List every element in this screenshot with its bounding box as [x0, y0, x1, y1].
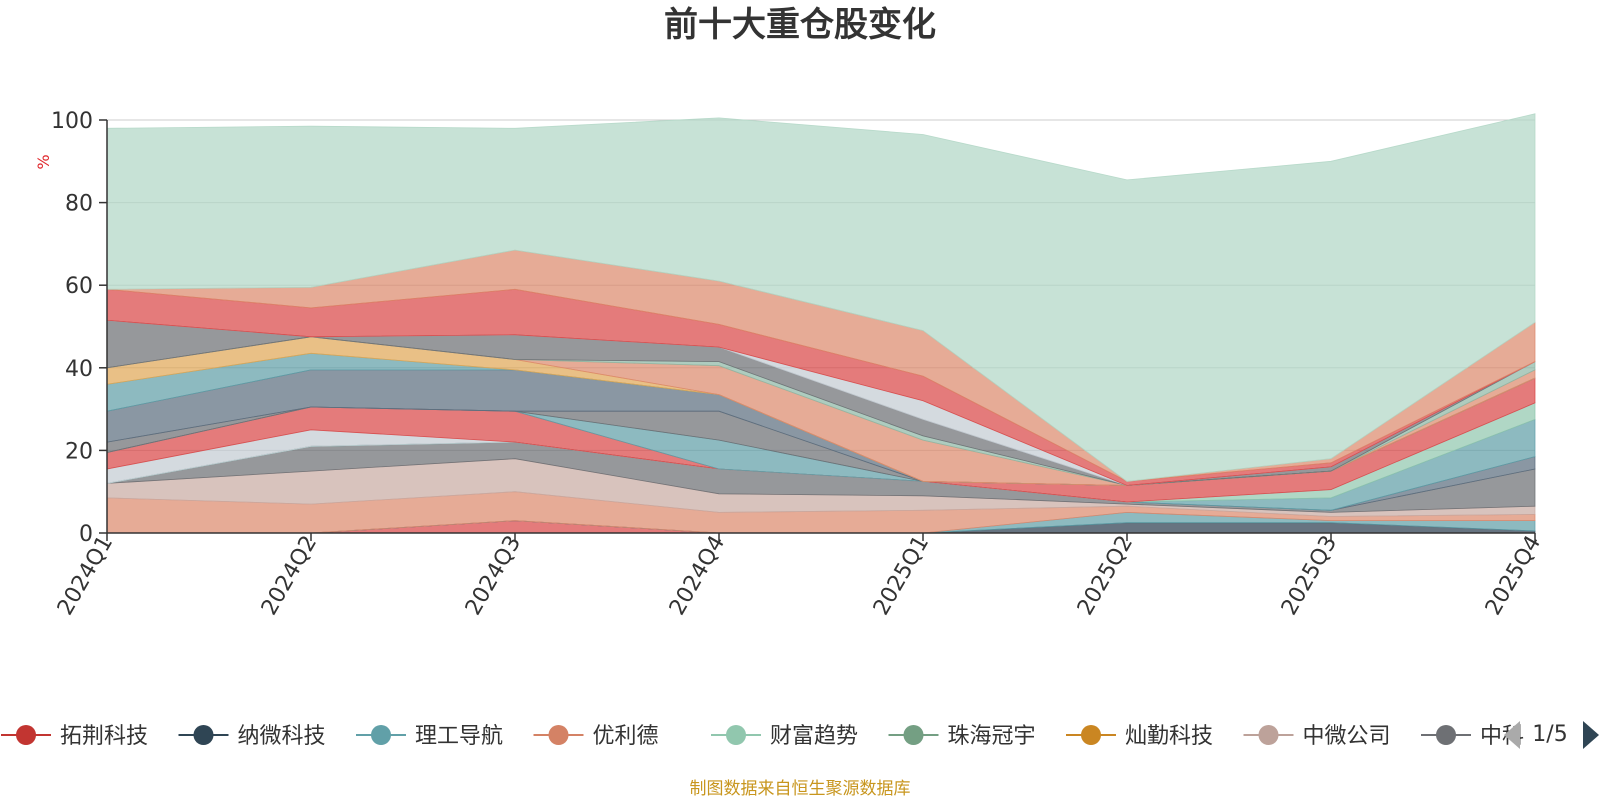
legend-item-3[interactable]: 优利德 — [533, 724, 659, 749]
legend-marker-5 — [903, 725, 924, 745]
x-tick-label-7: 2025Q4 — [1481, 532, 1546, 620]
legend-label-0: 拓荆科技 — [60, 724, 148, 749]
legend-item-2[interactable]: 理工导航 — [356, 724, 503, 749]
y-tick-label-3: 60 — [65, 274, 93, 299]
legend-marker-7 — [1258, 725, 1279, 745]
legend-item-6[interactable]: 灿勤科技 — [1066, 724, 1213, 749]
legend-marker-8 — [1436, 725, 1456, 745]
legend-marker-6 — [1081, 725, 1101, 745]
legend-item-5[interactable]: 珠海冠宇 — [888, 724, 1036, 749]
legend-marker-3 — [548, 725, 569, 745]
legend-item-1[interactable]: 纳微科技 — [178, 724, 326, 749]
legend-marker-2 — [371, 725, 391, 745]
y-tick-label-0: 0 — [79, 522, 93, 547]
area-layer-22 — [106, 113, 1536, 482]
legend-marker-0 — [16, 725, 36, 745]
legend-item-7[interactable]: 中微公司 — [1243, 724, 1391, 749]
x-tick-label-2: 2024Q3 — [461, 532, 526, 620]
legend-marker-4 — [726, 725, 746, 745]
legend-prev-icon[interactable] — [1504, 721, 1520, 749]
legend-item-4[interactable]: 财富趋势 — [711, 724, 858, 749]
legend-item-0[interactable]: 拓荆科技 — [1, 724, 148, 749]
legend-label-6: 灿勤科技 — [1125, 724, 1213, 749]
legend-label-1: 纳微科技 — [238, 724, 326, 749]
x-tick-label-1: 2024Q2 — [257, 532, 322, 620]
y-tick-label-1: 20 — [65, 439, 93, 464]
x-tick-label-4: 2025Q1 — [869, 532, 934, 620]
legend-label-7: 中微公司 — [1303, 724, 1391, 749]
x-tick-label-6: 2025Q3 — [1277, 532, 1342, 620]
data-source-note: 制图数据来自恒生聚源数据库 — [690, 779, 911, 799]
y-tick-label-5: 100 — [51, 109, 93, 134]
axes — [99, 119, 1536, 541]
chart-title: 前十大重仓股变化 — [664, 5, 936, 45]
x-tick-labels: 2024Q1 2024Q2 2024Q3 2024Q4 2025Q1 2025Q2 2025… — [53, 532, 1546, 620]
y-axis-unit: % — [34, 154, 53, 169]
area-layers — [106, 113, 1536, 534]
y-tick-label-2: 40 — [65, 357, 93, 382]
legend-label-5: 珠海冠宇 — [948, 724, 1036, 749]
x-tick-label-3: 2024Q4 — [665, 532, 730, 620]
legend-page-indicator: 1/5 — [1532, 722, 1567, 747]
legend-label-4: 财富趋势 — [770, 724, 858, 749]
y-tick-label-4: 80 — [65, 192, 93, 217]
legend-label-3: 优利德 — [593, 724, 659, 749]
legend-marker-1 — [193, 725, 214, 745]
x-tick-label-5: 2025Q2 — [1073, 532, 1138, 620]
legend[interactable]: 拓荆科技 纳微科技 理工导航 优利德 财富趋势 珠海冠宇 灿勤科技 中微公司 中科 — [1, 724, 1524, 749]
y-tick-labels: 0 20 40 60 80 100 — [51, 109, 93, 547]
legend-label-2: 理工导航 — [415, 724, 503, 749]
legend-pager: 1/5 — [1504, 721, 1599, 749]
legend-next-icon[interactable] — [1583, 721, 1599, 749]
